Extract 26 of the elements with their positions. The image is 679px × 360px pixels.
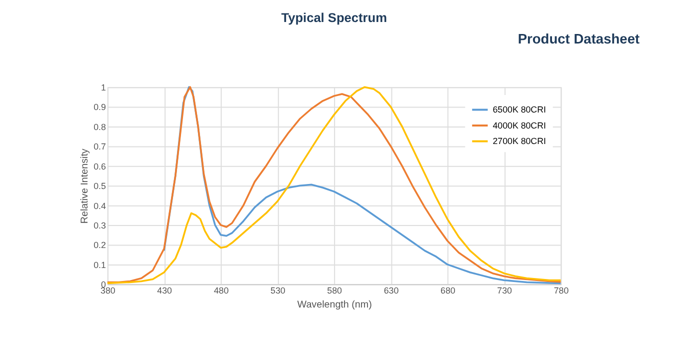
y-tick-label: 0.9 — [94, 102, 106, 112]
y-axis-title: Relative Intensity — [80, 148, 91, 224]
y-tick-label: 0.2 — [94, 240, 106, 250]
legend-label: 4000K 80CRI — [492, 120, 546, 130]
legend-label: 6500K 80CRI — [492, 104, 546, 115]
y-tick-label: 0.6 — [94, 161, 106, 172]
chart-title: Typical Spectrum — [281, 10, 387, 26]
x-tick-label: 380 — [100, 286, 116, 296]
x-tick-label: 680 — [440, 286, 456, 296]
x-tick-label: 630 — [384, 286, 399, 296]
y-tick-label: 0.3 — [94, 220, 106, 230]
y-tick-label: 0.5 — [94, 181, 106, 192]
x-axis-title: Wavelength (nm) — [297, 299, 372, 310]
y-tick-label: 1 — [101, 82, 106, 93]
x-tick-label: 480 — [214, 286, 229, 296]
x-tick-label: 580 — [327, 286, 342, 296]
legend-label: 2700K 80CRI — [492, 136, 546, 146]
y-tick-label: 0.1 — [94, 260, 106, 270]
x-tick-label: 530 — [270, 286, 286, 296]
text: Product Datasheet — [518, 32, 640, 47]
y-tick-label: 0.7 — [94, 142, 106, 152]
x-tick-label: 780 — [554, 286, 569, 296]
x-tick-label: 430 — [157, 286, 172, 296]
y-tick-label: 0.8 — [94, 122, 106, 132]
x-tick-label: 730 — [497, 286, 512, 296]
y-tick-label: 0.4 — [94, 200, 106, 211]
